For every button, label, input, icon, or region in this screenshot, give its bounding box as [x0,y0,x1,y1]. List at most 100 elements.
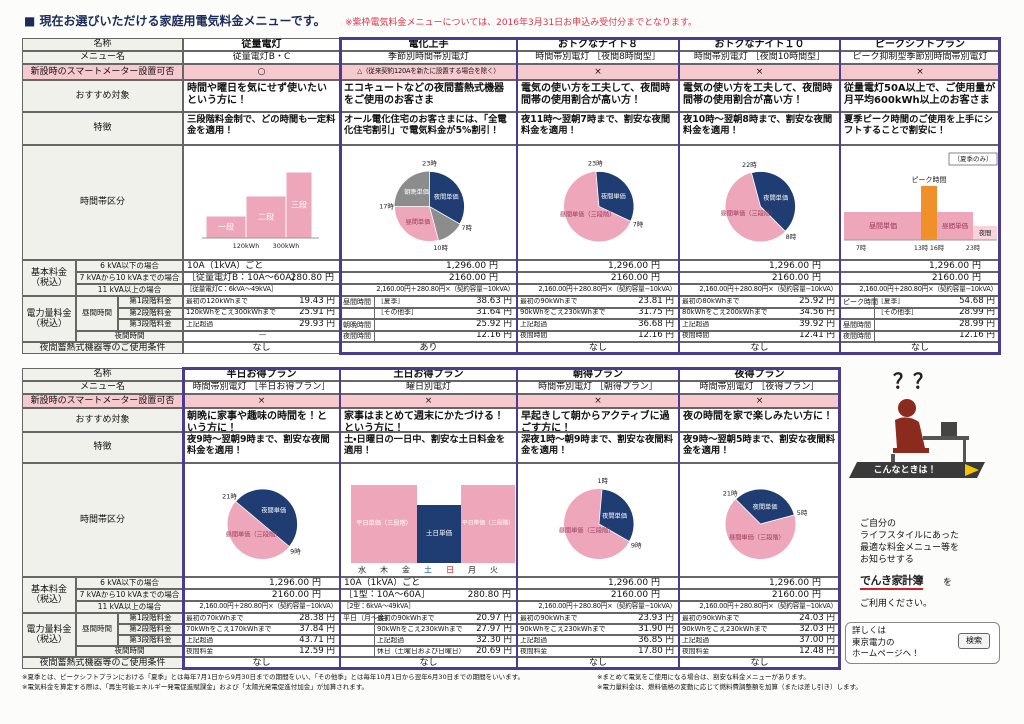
energy-price: 32.03 円 [799,624,835,634]
energy-label [341,625,375,634]
target: 従量電灯50A以上で、ご使用量が月平均600kWh以上のお客さま [840,80,1000,112]
energy-price: 12.59 円 [299,646,335,656]
plan-divider [516,368,518,669]
energy-price: 28.99 円 [959,319,995,329]
search-button[interactable]: 検索 [958,633,990,649]
time-chart: 21時 9時 夜間単価 昼間単価（三段階） [183,463,340,577]
row-sublabel: 第2段階料金 [118,624,183,635]
chart-svg: 一段 二段 三段 120kWh 300kWh [202,171,319,250]
basic-fee: 2,160.00円＋280.80円×（契約容量−10kVA） [183,601,340,613]
feature: 三段階料金制で、どの時間も一定料金を適用！ [183,112,340,145]
side-text-line: 最適な料金メニュー等を [860,543,960,553]
condition: なし [183,657,340,669]
basic-fee: 2160.00 円 [340,272,517,284]
night-block [973,226,997,240]
chart-label: 1時 [597,477,608,485]
energy-row: ― [183,330,340,342]
energy-text: 最初の90kWhまで [520,614,578,622]
chart-label: 金 [402,565,410,575]
basic-fee: 2,160.00円＋280.80円×（契約容量−10kVA） [840,284,1000,296]
row-label: 時間帯区分 [22,463,183,577]
energy-row: 最初の70kWhまで 28.38 円 [183,613,340,624]
energy-row: 休日（土曜日および日曜日） 20.69 円 [340,646,517,657]
plan-name: 土日お得プラン [340,368,517,381]
energy-row: 最初の80kWhまで 25.92 円 [679,296,840,308]
menu-name: 曜日別電灯 [340,381,517,394]
laptop [941,422,957,436]
condition: なし [340,657,517,669]
basic-fee: 10A（1kVA）ごと [340,577,517,589]
plan-name: 半日お得プラン [183,368,340,381]
weekday-block [461,485,515,563]
chart-svg: 平日単価（三段階） 土日単価 平日単価（三段階） 水 木 金 土 日 月 火 [351,485,515,575]
energy-label [341,308,375,318]
smart-meter: △（従来契約120Aを新たに設置する場合を除く） [340,64,517,80]
plan-divider [839,38,841,354]
row-sublabel: 第1段階料金 [118,613,183,624]
basic-fee: 2,160.00円＋280.80円×（契約容量−10kVA） [679,284,840,296]
row-label: 電力量料金（税込） [22,296,76,342]
row-label: 時間帯区分 [22,145,183,260]
chart-label: （夏季のみ） [954,154,993,163]
energy-text: ［その他季］ [377,309,418,317]
desk [923,436,969,440]
plan-divider [678,38,680,354]
energy-row: 上記超過 36.68 円 [517,319,679,331]
energy-price: 36.68 円 [638,319,674,329]
page-title: ■ 現在お選びいただける家庭用電気料金メニューです。 [24,14,326,28]
chart-label: 7時 [633,221,644,229]
chart-label: 夜間単価 [261,507,286,515]
chart-label: 8時 [786,233,797,241]
energy-text: 80kWhをこえ200kWhまで [682,309,768,317]
plan-name: 電化上手 [340,38,517,51]
chart-label: 夜間単価 [753,503,778,511]
time-chart: 一段 二段 三段 120kWh 300kWh [183,145,340,260]
energy-row: 上記超過 29.93 円 [183,319,340,331]
chart-label: 水 [358,565,366,575]
chart-label: 夜間単価 [434,193,459,201]
chart-label: 月 [468,566,476,575]
energy-text: 上記超過 [520,320,548,328]
energy-text: 最初の120kWhまで [186,297,248,305]
energy-row: 最初の120kWhまで 19.43 円 [183,296,340,308]
row-label: 基本料金（税込） [22,577,76,613]
energy-text: 最初の90kWhまで [377,614,435,622]
person-head [898,399,916,417]
footnotes-left: ※夏季とは、ピークシフトプランにおける「夏季」とは毎年7月1日から9月30日まで… [22,672,592,692]
chart-label: 300kWh [273,242,300,250]
chart-label: 土日単価 [426,528,453,537]
energy-row: 昼間時間 ［夏季］ 38.63 円 [340,296,517,308]
time-chart: 平日単価（三段階） 土日単価 平日単価（三段階） 水 木 金 土 日 月 火 [340,463,517,577]
chart-label: 日 [446,566,454,575]
energy-text: 上記超過 [682,320,710,328]
weekend-block [417,505,461,563]
info-text: 詳しくは 東京電力の ホームページへ！ [852,626,920,661]
energy-text: ― [259,332,266,340]
chart-label: 昼間単価（三段階） [226,531,282,539]
energy-label: 平日（月～金） [343,614,392,623]
energy-price: 12.41 円 [799,330,835,341]
smart-meter: × [679,64,840,80]
condition: なし [840,342,1000,354]
chart-label: 9時 [290,548,301,556]
chart-label: 一段 [218,223,234,232]
info-line: 東京電力の [852,637,895,648]
energy-price: 54.68 円 [959,296,995,306]
energy-row: 上記超過 36.85 円 [517,635,679,646]
feature: オール電化住宅のお客さまには、「全電化住宅割引」で電気料金が5%割引！ [340,112,517,145]
energy-row: 最初の90kWhまで 23.81 円 [517,296,679,308]
peak-block [921,186,937,240]
energy-row: 上記超過 32.30 円 [340,635,517,646]
chart-label: 昼間単価 [406,218,431,226]
footnote: ※電力量料金は、燃料価格の変動に応じて燃料費調整額を加算（または差し引き）します… [597,683,862,691]
chart-label: 土 [424,565,432,575]
row-label: メニュー名 [22,381,183,394]
target: 家事はまとめて週末にかたづける！という方に！ [340,408,517,432]
energy-label: ピーク時間 [843,297,878,307]
pie-slice [235,488,298,548]
